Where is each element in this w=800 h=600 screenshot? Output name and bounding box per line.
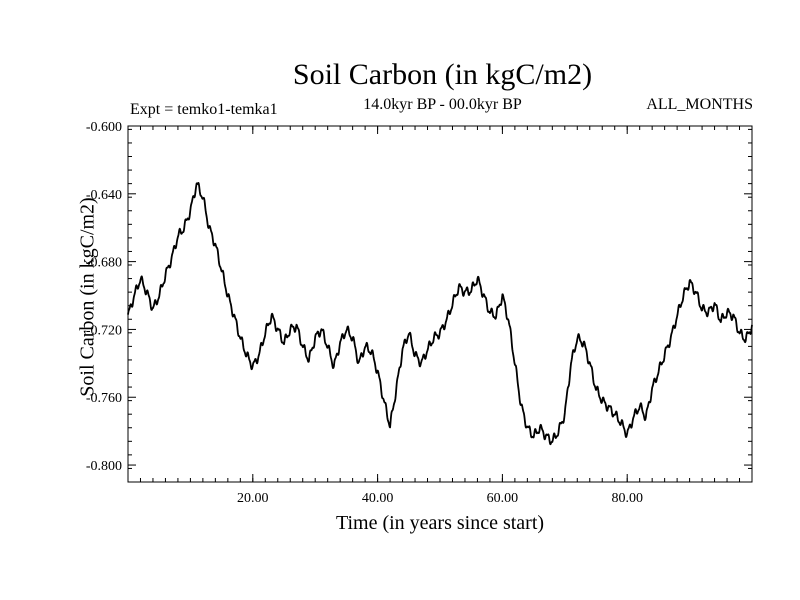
y-tick-label: -0.600 (86, 120, 122, 135)
months-annotation: ALL_MONTHS (646, 96, 753, 113)
plot-frame (127, 125, 753, 483)
y-tick-label: -0.760 (86, 391, 122, 406)
y-tick-label: -0.800 (86, 459, 122, 474)
series-line-soil-carbon (127, 181, 753, 446)
major-ticks (128, 125, 752, 482)
x-tick-label: 60.00 (487, 491, 519, 506)
x-axis-label: Time (in years since start) (335, 512, 545, 534)
x-tick-label: 80.00 (611, 491, 643, 506)
experiment-annotation: Expt = temko1-temka1 (130, 101, 278, 118)
y-tick-label: -0.680 (86, 256, 122, 271)
chart-title: Soil Carbon (in kgC/m2) (292, 58, 593, 91)
x-tick-label: 40.00 (362, 491, 394, 506)
x-tick-label: 20.00 (237, 491, 269, 506)
chart-subtitle: 14.0kyr BP - 00.0kyr BP (363, 96, 522, 113)
y-tick-label: -0.640 (86, 188, 122, 203)
minor-ticks (128, 126, 752, 482)
tick-labels: 20.00 40.00 60.00 80.00 -0.600 -0.640 -0.680 -0… (86, 120, 643, 506)
y-tick-label: -0.720 (86, 323, 122, 338)
